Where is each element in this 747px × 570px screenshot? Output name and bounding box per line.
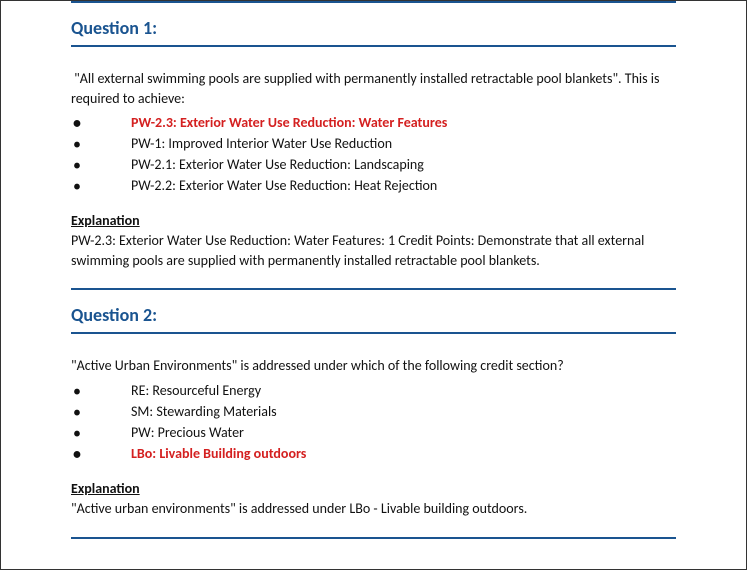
section-separator-1: [71, 288, 676, 290]
question-2-title: Question 2:: [71, 304, 676, 326]
question-1-text: "All external swimming pools are supplie…: [71, 69, 676, 108]
question-2-explanation-heading: Explanation: [71, 480, 676, 497]
question-1-option-b: PW-1: Improved Interior Water Use Reduct…: [71, 133, 676, 154]
question-2-text: "Active Urban Environments" is addressed…: [71, 356, 676, 376]
question-2-options: RE: Resourceful Energy SM: Stewarding Ma…: [71, 380, 676, 464]
question-1-rule: [71, 45, 676, 47]
question-2-explanation: "Active urban environments" is addressed…: [71, 499, 676, 519]
question-block-2: Question 2: "Active Urban Environments" …: [71, 304, 676, 518]
question-block-1: Question 1: "All external swimming pools…: [71, 17, 676, 270]
top-rule: [71, 1, 676, 3]
bottom-rule: [71, 537, 676, 539]
question-1-explanation-heading: Explanation: [71, 212, 676, 229]
page-container: Question 1: "All external swimming pools…: [1, 1, 746, 559]
question-2-option-c: PW: Precious Water: [71, 422, 676, 443]
question-1-option-d: PW-2.2: Exterior Water Use Reduction: He…: [71, 175, 676, 196]
question-2-option-a: RE: Resourceful Energy: [71, 380, 676, 401]
question-1-option-c: PW-2.1: Exterior Water Use Reduction: La…: [71, 154, 676, 175]
question-2-option-d: LBo: Livable Building outdoors: [71, 443, 676, 464]
question-1-option-a: PW-2.3: Exterior Water Use Reduction: Wa…: [71, 112, 676, 133]
question-1-explanation: PW-2.3: Exterior Water Use Reduction: Wa…: [71, 231, 676, 270]
question-2-rule: [71, 332, 676, 334]
question-2-option-b: SM: Stewarding Materials: [71, 401, 676, 422]
question-1-title: Question 1:: [71, 17, 676, 39]
question-1-options: PW-2.3: Exterior Water Use Reduction: Wa…: [71, 112, 676, 196]
